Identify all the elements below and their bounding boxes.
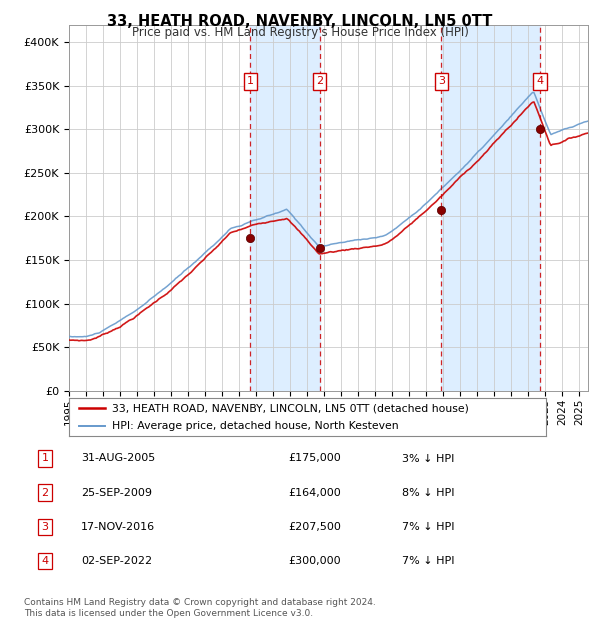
Text: 33, HEATH ROAD, NAVENBY, LINCOLN, LN5 0TT: 33, HEATH ROAD, NAVENBY, LINCOLN, LN5 0T… [107, 14, 493, 29]
Text: 3: 3 [41, 521, 49, 532]
Bar [250, 25, 320, 391]
Text: 3% ↓ HPI: 3% ↓ HPI [402, 453, 454, 464]
Text: 8% ↓ HPI: 8% ↓ HPI [402, 487, 455, 498]
Text: 02-SEP-2022: 02-SEP-2022 [81, 556, 152, 566]
Text: £207,500: £207,500 [288, 521, 341, 532]
Text: 2: 2 [41, 487, 49, 498]
Text: 4: 4 [41, 556, 49, 566]
Text: £164,000: £164,000 [288, 487, 341, 498]
Text: 7% ↓ HPI: 7% ↓ HPI [402, 556, 455, 566]
Text: £300,000: £300,000 [288, 556, 341, 566]
Text: 25-SEP-2009: 25-SEP-2009 [81, 487, 152, 498]
Text: 17-NOV-2016: 17-NOV-2016 [81, 521, 155, 532]
Text: HPI: Average price, detached house, North Kesteven: HPI: Average price, detached house, Nort… [112, 421, 398, 431]
Bar [442, 25, 540, 391]
Text: 33, HEATH ROAD, NAVENBY, LINCOLN, LN5 0TT (detached house): 33, HEATH ROAD, NAVENBY, LINCOLN, LN5 0T… [112, 404, 469, 414]
Text: 7% ↓ HPI: 7% ↓ HPI [402, 521, 455, 532]
Text: Contains HM Land Registry data © Crown copyright and database right 2024.
This d: Contains HM Land Registry data © Crown c… [24, 598, 376, 618]
Text: 2: 2 [316, 76, 323, 87]
Text: 1: 1 [41, 453, 49, 464]
Text: £175,000: £175,000 [288, 453, 341, 464]
Text: Price paid vs. HM Land Registry's House Price Index (HPI): Price paid vs. HM Land Registry's House … [131, 26, 469, 39]
Text: 1: 1 [247, 76, 254, 87]
Text: 4: 4 [536, 76, 544, 87]
Text: 3: 3 [438, 76, 445, 87]
Text: 31-AUG-2005: 31-AUG-2005 [81, 453, 155, 464]
